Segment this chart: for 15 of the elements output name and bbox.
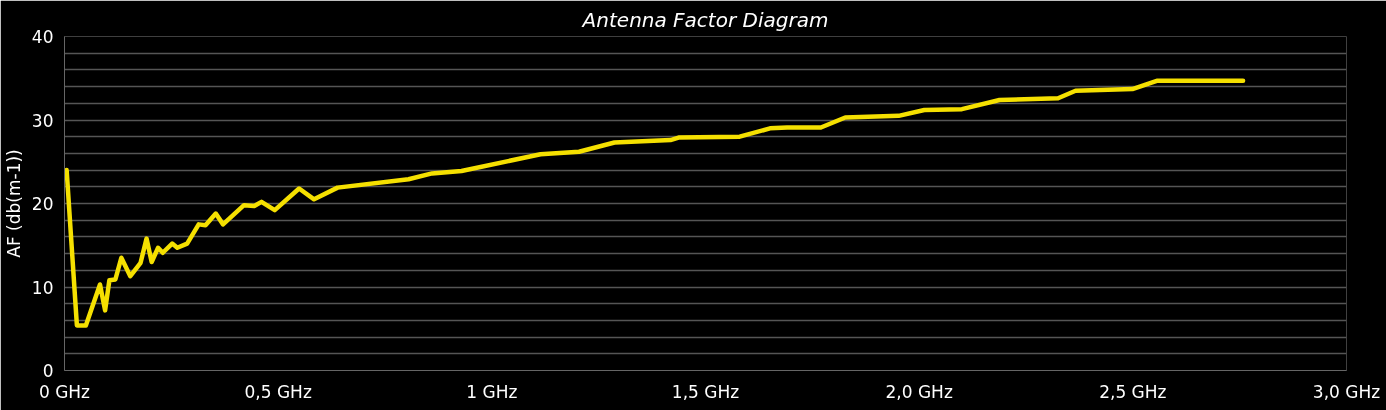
x-tick-label: 2,0 GHz (885, 381, 953, 402)
y-tick-label: 10 (31, 277, 54, 298)
x-tick-label: 0 GHz (38, 381, 91, 402)
x-tick-label: 1,5 GHz (671, 381, 740, 402)
y-tick-label: 0 (42, 361, 54, 381)
y-tick-label: 30 (31, 110, 54, 131)
x-tick-label: 3,0 GHz (1312, 381, 1381, 402)
y-tick-label: 40 (31, 27, 54, 47)
chart-title: Antenna Factor Diagram (580, 7, 829, 32)
x-tick-label: 2,5 GHz (1099, 381, 1167, 402)
line-series (64, 78, 1246, 328)
x-tick-label: 0,5 GHz (244, 381, 312, 402)
y-tick-label: 20 (31, 194, 54, 214)
y-axis-title: AF (db(m-1)) (3, 149, 24, 258)
x-tick-label: 1 GHz (466, 381, 518, 402)
